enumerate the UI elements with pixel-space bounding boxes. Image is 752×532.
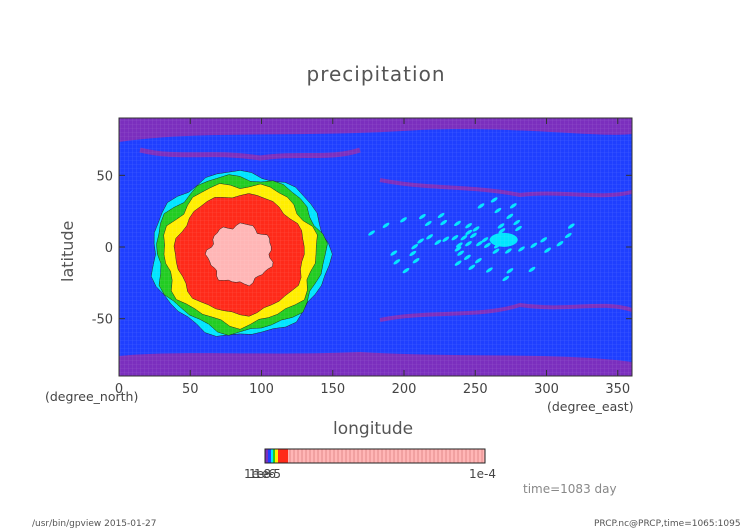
x-axis-label: longitude [333, 419, 414, 439]
footer-right: PRCP.nc@PRCP,time=1065:1095 [594, 519, 741, 529]
x-axis: 0 50 100 150 200 250 300 350 [115, 118, 630, 397]
x-tick-label: 250 [463, 382, 488, 397]
y-tick-label: 50 [96, 169, 113, 184]
x-tick-label: 200 [392, 382, 417, 397]
x-tick-label: 300 [534, 382, 559, 397]
colorbar-frame [264, 448, 486, 464]
colorbar-tick-1e-6: 1e-6 [249, 467, 276, 481]
grid-overlay [119, 118, 632, 376]
x-tick-label: 150 [320, 382, 345, 397]
y-unit: (degree_north) [45, 389, 139, 404]
chart-title: precipitation [306, 62, 446, 86]
colorbar-tick-1e-5: 1e-5 [254, 467, 281, 481]
y-tick-label: -50 [92, 313, 113, 328]
time-label: time=1083 day [523, 482, 617, 496]
colorbar-segment-green [273, 449, 275, 463]
colorbar-tick-1e-4: 1e-4 [469, 467, 496, 481]
colorbar [264, 448, 486, 464]
colorbar-tick-1e-8: 1e-8 [244, 467, 271, 481]
y-tick-label: 0 [105, 241, 113, 256]
field-layer [119, 118, 632, 376]
x-tick-label: 0 [115, 382, 123, 397]
footer-left: /usr/bin/gpview 2015-01-27 [32, 519, 157, 529]
x-tick-label: 50 [182, 382, 199, 397]
colorbar-segment-cyan [271, 449, 273, 463]
x-tick-label: 350 [605, 382, 630, 397]
colorbar-segment-purple [265, 449, 268, 463]
x-unit: (degree_east) [547, 399, 634, 414]
x-tick-label: 100 [249, 382, 274, 397]
colorbar-segment-yellow [275, 449, 278, 463]
colorbar-stripes [289, 449, 483, 463]
colorbar-segment-blue [268, 449, 271, 463]
y-axis: 50 0 -50 [92, 169, 632, 328]
y-axis-label: latitude [58, 220, 77, 282]
colorbar-segment-red [278, 449, 288, 463]
